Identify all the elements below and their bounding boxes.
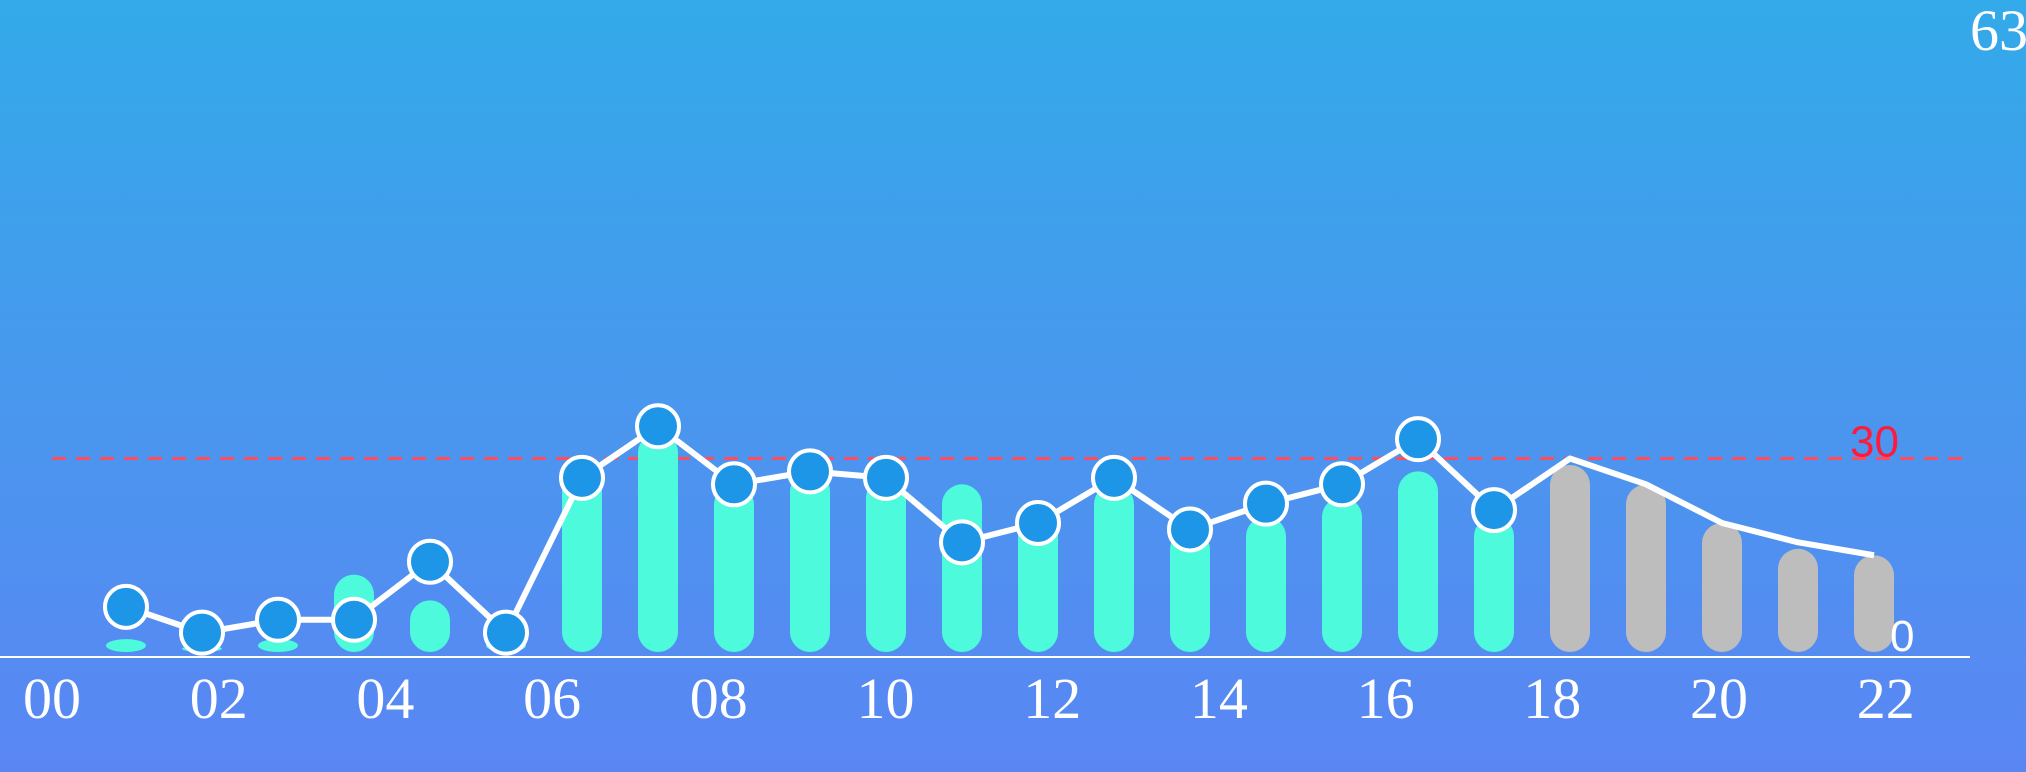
x-tick-12: 12 [1023,666,1081,731]
point-14 [1167,506,1213,553]
point-16 [1319,461,1365,508]
x-tick-16: 16 [1357,666,1415,731]
threshold-label: 30 [1850,418,1899,467]
point-15 [1243,480,1289,527]
bar-21 [1702,523,1742,652]
point-7 [635,403,681,450]
point-3 [331,596,377,643]
bar-2 [258,639,298,652]
point-18 [1471,487,1517,534]
bar-10 [866,477,906,652]
bar-0 [106,639,146,652]
x-tick-18: 18 [1523,666,1581,731]
bar-16 [1322,497,1362,652]
x-tick-14: 14 [1190,666,1248,731]
bar-20 [1626,484,1666,652]
bar-22 [1778,548,1818,652]
x-tick-02: 02 [190,666,248,731]
bar-8 [714,484,754,652]
x-tick-04: 04 [356,666,414,731]
bar-15 [1246,516,1286,652]
bar-17 [1398,471,1438,652]
x-tick-08: 08 [690,666,748,731]
point-11 [939,519,985,566]
point-1 [179,609,225,656]
markers-group [103,403,1517,656]
x-tick-00: 00 [23,666,81,731]
bar-12 [1018,510,1058,652]
point-12 [1015,500,1061,546]
bar-18 [1474,516,1514,652]
point-2 [255,596,301,643]
bar-9 [790,471,830,652]
x-tick-20: 20 [1690,666,1748,731]
x-tick-22: 22 [1857,666,1915,731]
zero-label: 0 [1890,612,1914,661]
point-6 [559,454,605,501]
corner-max-value: 63 [1970,0,2026,63]
bar-14 [1170,529,1210,652]
point-8 [711,461,757,508]
point-0 [103,583,149,630]
point-10 [863,454,909,501]
point-9 [787,448,833,495]
x-tick-06: 06 [523,666,581,731]
bar-7 [638,432,678,652]
bars-group [106,432,1894,652]
x-tick-10: 10 [857,666,915,731]
point-13 [1091,454,1137,501]
point-5 [483,609,529,656]
point-4 [407,538,453,585]
point-17 [1395,416,1441,463]
x-axis-ticks: 00 02 04 06 08 10 12 14 16 18 20 22 [23,666,1915,731]
bar-4 [410,600,450,652]
bar-19 [1550,464,1590,652]
bar-6 [562,471,602,652]
bar-11 [942,484,982,652]
bar-23 [1854,555,1894,652]
bar-13 [1094,484,1134,652]
